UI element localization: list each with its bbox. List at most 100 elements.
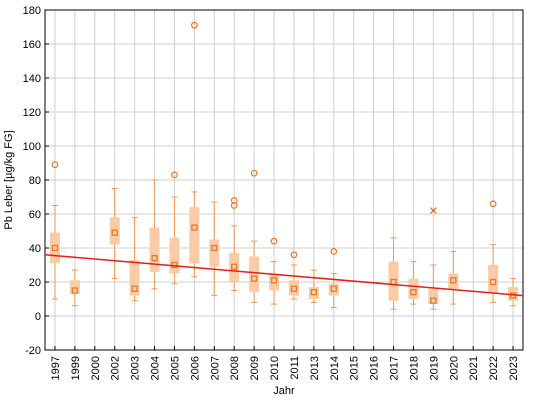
- iqr-box: [229, 253, 240, 282]
- box-2020: [448, 250, 459, 305]
- y-axis-title: Pb Leber [µg/kg FG]: [3, 130, 15, 229]
- iqr-box: [169, 237, 180, 274]
- median-marker: [51, 244, 59, 252]
- median-marker: [330, 285, 337, 292]
- outlier-point: [270, 237, 278, 245]
- y-tick-label: 180: [23, 5, 41, 17]
- outlier-point: [250, 169, 258, 177]
- x-tick-label: 2002: [110, 356, 122, 380]
- grid-lines: [45, 9, 523, 351]
- x-tick-label: 2007: [209, 356, 221, 380]
- x-tick-label: 2016: [369, 356, 381, 380]
- x-tick-label: 2000: [90, 356, 102, 380]
- x-tick-label: 2010: [269, 356, 281, 380]
- y-tick-label: 60: [29, 209, 41, 221]
- box-2019: [428, 207, 439, 310]
- box-2011: [288, 251, 299, 300]
- box-2007: [209, 201, 220, 297]
- outlier-point: [330, 247, 338, 255]
- x-tick-label: 2018: [408, 356, 420, 380]
- median-marker: [231, 263, 238, 270]
- median-marker: [151, 255, 158, 262]
- box-2003: [129, 216, 140, 302]
- box-2009: [249, 169, 260, 303]
- x-tick-label: 2015: [349, 356, 361, 380]
- box-1999: [69, 269, 80, 307]
- y-tick-label: 160: [23, 39, 41, 51]
- median-marker: [430, 297, 437, 304]
- x-tick-label: 2023: [508, 356, 520, 380]
- box-2006: [189, 21, 200, 278]
- iqr-box: [488, 265, 499, 293]
- y-tick-label: 0: [35, 311, 41, 323]
- x-tick-label: 2004: [150, 356, 162, 380]
- y-tick-label: 20: [29, 277, 41, 289]
- iqr-box: [189, 207, 200, 264]
- outlier-point: [190, 21, 198, 29]
- outlier-point: [290, 251, 298, 259]
- median-marker: [270, 277, 278, 284]
- x-axis-title: Jahr: [273, 385, 295, 397]
- iqr-box: [408, 278, 419, 299]
- outlier-point: [171, 171, 178, 179]
- iqr-box: [428, 288, 439, 305]
- x-tick-label: 2014: [329, 356, 341, 380]
- iqr-box: [249, 256, 260, 293]
- y-tick-label: -20: [25, 345, 41, 357]
- iqr-box: [109, 217, 120, 245]
- iqr-box: [149, 227, 160, 272]
- y-tick-label: 120: [23, 107, 41, 119]
- box-2018: [408, 261, 419, 305]
- x-axis-ticks: 1997 1999 2000 2002 2003 2004 2005 2006 2007 2008…: [50, 346, 520, 380]
- iqr-box: [288, 280, 299, 296]
- iqr-box: [448, 273, 459, 289]
- iqr-box: [508, 287, 519, 301]
- median-marker: [489, 278, 497, 286]
- box-2023: [508, 278, 519, 307]
- x-tick-label: 1997: [50, 356, 62, 380]
- outlier-point: [489, 200, 497, 208]
- x-tick-label: 2019: [428, 356, 440, 380]
- x-tick-label: 2021: [468, 356, 480, 380]
- iqr-box: [308, 287, 319, 299]
- x-tick-label: 2005: [169, 356, 181, 380]
- extreme-point-c: [431, 209, 435, 213]
- box-2002: [109, 188, 120, 280]
- box-2013: [308, 269, 319, 303]
- median-marker: [450, 277, 457, 284]
- x-tick-label: 2003: [130, 356, 142, 380]
- iqr-box: [209, 239, 220, 267]
- outlier-point: [51, 161, 59, 169]
- iqr-box: [69, 280, 80, 294]
- x-tick-label: 2022: [488, 356, 500, 380]
- iqr-box: [49, 232, 60, 264]
- outlier-point: [230, 196, 238, 204]
- x-tick-label: 2013: [309, 356, 321, 380]
- y-tick-label: 140: [23, 73, 41, 85]
- y-axis-ticks: -20 0 20 40 60 80 100 120 140 160 180: [23, 5, 49, 357]
- iqr-box: [269, 273, 280, 291]
- median-marker: [191, 224, 198, 231]
- median-marker: [290, 285, 298, 292]
- box-2004: [149, 179, 160, 290]
- median-marker: [211, 244, 218, 252]
- x-tick-label: 2008: [229, 356, 241, 380]
- box-2008: [229, 196, 240, 291]
- x-tick-label: 1999: [70, 356, 82, 380]
- x-tick-label: 2017: [389, 356, 401, 380]
- x-tick-label: 2020: [448, 356, 460, 380]
- y-tick-label: 80: [29, 175, 41, 187]
- x-tick-label: 2006: [189, 356, 201, 380]
- x-tick-label: 2011: [289, 356, 301, 380]
- box-1997: [49, 161, 60, 300]
- median-marker: [71, 287, 79, 294]
- y-tick-label: 40: [29, 243, 41, 255]
- median-marker: [250, 275, 258, 282]
- box-2005: [169, 171, 180, 285]
- median-marker: [131, 285, 138, 292]
- box-2010: [269, 237, 280, 305]
- median-marker: [410, 289, 417, 296]
- x-tick-label: 2009: [249, 356, 261, 380]
- iqr-box: [328, 283, 339, 296]
